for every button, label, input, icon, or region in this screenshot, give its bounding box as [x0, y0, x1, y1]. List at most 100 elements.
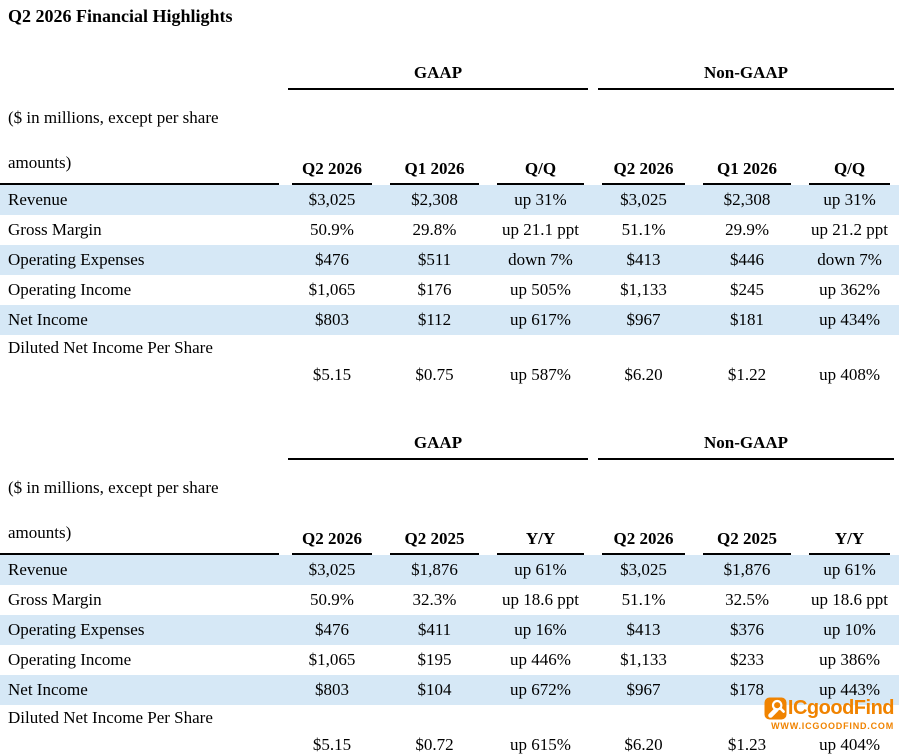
row-label-diluted-net-income-per-share: Diluted Net Income Per Share — [8, 708, 213, 727]
row-label-revenue: Revenue — [0, 555, 283, 585]
row-label-revenue: Revenue — [0, 185, 283, 215]
cell-diluted-net-income-per-share-col6: up 404% — [819, 735, 880, 754]
cell-gross-margin-col2: 29.8% — [412, 220, 457, 239]
cell-operating-expenses-col6: down 7% — [800, 245, 899, 275]
column-header-q1-2026-non-gaap: Q1 2026 — [694, 90, 801, 185]
cell-diluted-net-income-per-share-col3: up 587% — [510, 365, 571, 384]
column-header-row: ($ in millions, except per share amounts… — [0, 90, 899, 185]
cell-operating-income-col4: $1,133 — [620, 650, 667, 669]
row-label-operating-expenses: Operating Expenses — [0, 615, 283, 645]
column-header-row: ($ in millions, except per share amounts… — [0, 460, 899, 555]
column-header-q2-2025-non-gaap: Q2 2025 — [694, 460, 801, 555]
column-header-q2-2026-non-gaap: Q2 2026 — [593, 90, 695, 185]
group-header-spacer — [0, 420, 283, 460]
cell-revenue-col2: $1,876 — [381, 555, 488, 585]
cell-net-income-col6: up 443% — [800, 675, 899, 705]
group-header-gaap: GAAP — [283, 50, 594, 90]
cell-operating-expenses-col4: $413 — [593, 615, 695, 645]
row-label-diluted-net-income-per-share: Diluted Net Income Per Share — [8, 338, 213, 357]
watermark-logo-row: ICgoodFind — [764, 697, 895, 720]
table-row-revenue: Revenue $3,025 $2,308 up 31% $3,025 $2,308 up … — [0, 185, 899, 215]
cell-gross-margin-col4: 51.1% — [621, 220, 666, 239]
cell-operating-expenses-col6: up 10% — [800, 615, 899, 645]
cell-net-income-col1: $803 — [283, 305, 381, 335]
cell-net-income-col2: $104 — [381, 675, 488, 705]
qq-comparison-table: GAAP Non-GAAP ($ in millions, except per s… — [0, 50, 899, 392]
cell-operating-income-col6: up 362% — [819, 280, 880, 299]
cell-net-income-col6: up 434% — [800, 305, 899, 335]
group-header-non-gaap: Non-GAAP — [593, 420, 899, 460]
column-header-q2-2026-gaap: Q2 2026 — [283, 460, 381, 555]
cell-operating-income-col1: $1,065 — [308, 650, 356, 669]
cell-revenue-col4: $3,025 — [593, 555, 695, 585]
table-row-operating-expenses: Operating Expenses $476 $411 up 16% $413 $376… — [0, 615, 899, 645]
column-header-q2-2026-gaap: Q2 2026 — [283, 90, 381, 185]
cell-operating-income-col2: $195 — [417, 650, 452, 669]
table-row-gross-margin: Gross Margin 50.9% 29.8% up 21.1 ppt 51.1% 29… — [0, 215, 899, 245]
row-label-gross-margin: Gross Margin — [8, 220, 102, 239]
cell-operating-income-col1: $1,065 — [308, 280, 356, 299]
group-header-spacer — [0, 50, 283, 90]
row-label-net-income: Net Income — [0, 675, 283, 705]
table-row-revenue: Revenue $3,025 $1,876 up 61% $3,025 $1,876 up … — [0, 555, 899, 585]
cell-net-income-col4: $967 — [593, 675, 695, 705]
cell-gross-margin-col6: up 18.6 ppt — [811, 590, 889, 609]
cell-diluted-net-income-per-share-col4: $6.20 — [624, 365, 663, 384]
group-header-row: GAAP Non-GAAP — [0, 420, 899, 460]
table-row-operating-expenses: Operating Expenses $476 $511 down 7% $413 $44… — [0, 245, 899, 275]
row-label-operating-income: Operating Income — [8, 280, 132, 299]
cell-gross-margin-col6: up 21.2 ppt — [811, 220, 889, 239]
group-header-non-gaap: Non-GAAP — [593, 50, 899, 90]
cell-operating-expenses-col1: $476 — [283, 615, 381, 645]
cell-operating-income-col2: $176 — [417, 280, 452, 299]
cell-gross-margin-col3: up 18.6 ppt — [502, 590, 579, 609]
yy-comparison-table: GAAP Non-GAAP ($ in millions, except per s… — [0, 420, 899, 756]
cell-gross-margin-col5: 32.5% — [725, 590, 769, 609]
cell-operating-income-col5: $233 — [730, 650, 765, 669]
cell-operating-expenses-col3: up 16% — [488, 615, 594, 645]
cell-revenue-col6: up 61% — [800, 555, 899, 585]
cell-operating-expenses-col4: $413 — [593, 245, 695, 275]
cell-revenue-col3: up 31% — [488, 185, 594, 215]
cell-operating-income-col3: up 505% — [510, 280, 571, 299]
column-header-y-y-gaap: Y/Y — [488, 460, 594, 555]
units-note: ($ in millions, except per share amounts… — [0, 460, 283, 555]
cell-operating-income-col3: up 446% — [510, 650, 571, 669]
column-header-y-y-non-gaap: Y/Y — [800, 460, 899, 555]
icgoodfind-watermark: ICgoodFind WWW.ICGOODFIND.COM — [764, 697, 895, 731]
cell-revenue-col4: $3,025 — [593, 185, 695, 215]
cell-operating-expenses-col5: $446 — [694, 245, 801, 275]
cell-operating-expenses-col1: $476 — [283, 245, 381, 275]
cell-diluted-net-income-per-share-col4: $6.20 — [624, 735, 663, 754]
cell-revenue-col5: $2,308 — [694, 185, 801, 215]
units-note: ($ in millions, except per share amounts… — [0, 90, 283, 185]
table-row-diluted-net-income-per-share: Diluted Net Income Per Share $5.15 $0.75 up… — [0, 335, 899, 392]
cell-operating-expenses-col2: $511 — [381, 245, 488, 275]
cell-gross-margin-col2: 32.3% — [412, 590, 457, 609]
group-header-row: GAAP Non-GAAP — [0, 50, 899, 90]
cell-net-income-col2: $112 — [381, 305, 488, 335]
cell-diluted-net-income-per-share-col1: $5.15 — [312, 735, 352, 754]
cell-net-income-col4: $967 — [593, 305, 695, 335]
row-label-net-income: Net Income — [0, 305, 283, 335]
cell-operating-income-col4: $1,133 — [620, 280, 667, 299]
cell-operating-income-col6: up 386% — [819, 650, 880, 669]
cell-operating-income-col5: $245 — [730, 280, 765, 299]
cell-net-income-col3: up 672% — [488, 675, 594, 705]
cell-gross-margin-col5: 29.9% — [725, 220, 769, 239]
cell-diluted-net-income-per-share-col6: up 408% — [819, 365, 880, 384]
group-header-gaap: GAAP — [283, 420, 594, 460]
cell-gross-margin-col3: up 21.1 ppt — [502, 220, 579, 239]
column-header-q1-2026-gaap: Q1 2026 — [381, 90, 488, 185]
column-header-q-q-non-gaap: Q/Q — [800, 90, 899, 185]
watermark-url-text: WWW.ICGOODFIND.COM — [771, 721, 894, 731]
column-header-q2-2026-non-gaap: Q2 2026 — [593, 460, 695, 555]
table-row-operating-income: Operating Income $1,065 $195 up 446% $1,133 $… — [0, 645, 899, 675]
table-row-net-income: Net Income $803 $104 up 672% $967 $178 up 443% — [0, 675, 899, 705]
cell-diluted-net-income-per-share-col5: $1.23 — [727, 735, 767, 754]
cell-net-income-col3: up 617% — [488, 305, 594, 335]
cell-revenue-col2: $2,308 — [381, 185, 488, 215]
table-row-net-income: Net Income $803 $112 up 617% $967 $181 up 434% — [0, 305, 899, 335]
cell-revenue-col6: up 31% — [800, 185, 899, 215]
